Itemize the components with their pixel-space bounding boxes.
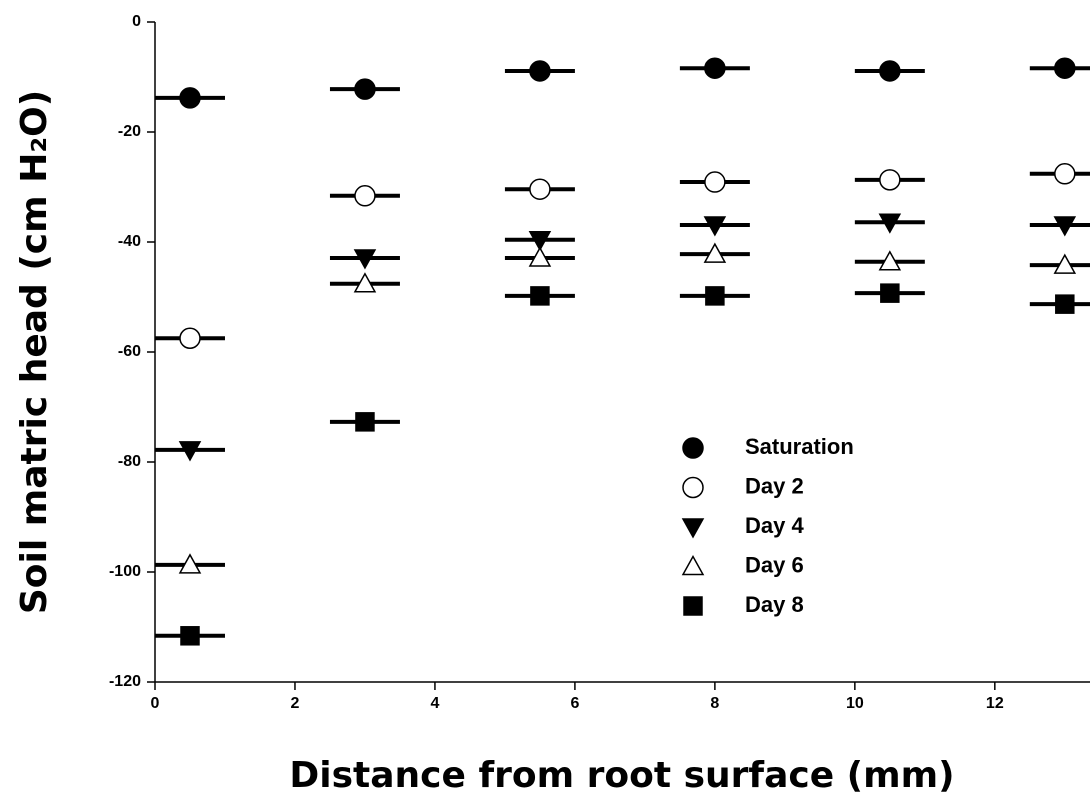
marker <box>878 250 902 271</box>
marker <box>179 327 201 349</box>
marker <box>704 171 726 193</box>
marker <box>528 231 552 252</box>
legend-marker <box>681 518 705 539</box>
legend-label: Day 2 <box>745 473 804 498</box>
x-axis-title: Distance from root surface (mm) <box>289 755 954 796</box>
y-tick-label: -60 <box>118 343 141 360</box>
marker <box>353 272 377 293</box>
x-tick-label: 12 <box>986 695 1004 712</box>
marker <box>178 441 202 462</box>
y-tick-label: -40 <box>118 233 141 250</box>
legend-marker <box>682 437 704 459</box>
x-tick-label: 8 <box>710 695 719 712</box>
marker <box>880 283 900 303</box>
marker <box>1054 163 1076 185</box>
marker <box>1053 216 1077 237</box>
legend-marker <box>683 596 703 616</box>
marker <box>705 286 725 306</box>
legend-label: Saturation <box>745 434 854 459</box>
marker <box>179 87 201 109</box>
y-tick-label: 0 <box>132 13 141 30</box>
x-tick-label: 6 <box>570 695 579 712</box>
y-axis-title: Soil matric head (cm H₂O) <box>14 90 55 614</box>
x-tick-label: 10 <box>846 695 864 712</box>
marker <box>528 246 552 267</box>
marker <box>703 242 727 263</box>
marker <box>355 412 375 432</box>
x-tick-label: 2 <box>291 695 300 712</box>
marker <box>180 626 200 646</box>
y-tick-label: -20 <box>118 123 141 140</box>
legend-label: Day 8 <box>745 592 804 617</box>
x-tick-label: 0 <box>151 695 160 712</box>
legend-label: Day 6 <box>745 552 804 577</box>
marker <box>879 169 901 191</box>
marker <box>353 249 377 270</box>
y-tick-label: -100 <box>109 563 141 580</box>
marker <box>1054 57 1076 79</box>
marker <box>703 216 727 237</box>
marker <box>879 60 901 82</box>
marker <box>1055 294 1075 314</box>
marker <box>530 286 550 306</box>
x-tick-label: 4 <box>430 695 439 712</box>
marker <box>529 178 551 200</box>
legend-marker <box>681 554 705 576</box>
y-tick-label: -80 <box>118 453 141 470</box>
marker <box>878 213 902 234</box>
marker <box>529 60 551 82</box>
marker <box>178 553 202 574</box>
marker <box>1053 253 1077 274</box>
marker <box>704 57 726 79</box>
marker <box>354 185 376 207</box>
marker <box>354 78 376 100</box>
legend-label: Day 4 <box>745 513 804 538</box>
legend-marker <box>682 476 704 499</box>
y-tick-label: -120 <box>109 673 141 690</box>
